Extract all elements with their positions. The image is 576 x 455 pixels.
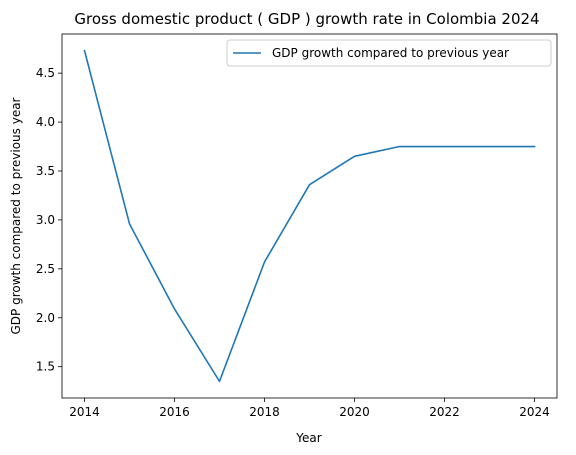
x-axis-ticks: 2014 2016 2018 2020 2022 2024 bbox=[69, 398, 550, 419]
x-tick-label: 2022 bbox=[429, 405, 460, 419]
y-tick-label: 1.5 bbox=[36, 360, 55, 374]
legend-label: GDP growth compared to previous year bbox=[272, 46, 509, 60]
series-line bbox=[83, 49, 536, 383]
chart-title: Gross domestic product ( GDP ) growth ra… bbox=[74, 10, 539, 28]
y-axis-ticks: 1.5 2.0 2.5 3.0 3.5 4.0 4.5 bbox=[36, 66, 62, 374]
y-tick-label: 4.0 bbox=[36, 115, 55, 129]
x-tick-label: 2016 bbox=[159, 405, 190, 419]
x-tick-label: 2018 bbox=[249, 405, 280, 419]
y-tick-label: 2.5 bbox=[36, 262, 55, 276]
plot-frame bbox=[61, 33, 558, 399]
x-tick-label: 2024 bbox=[519, 405, 550, 419]
y-tick-label: 4.5 bbox=[36, 66, 55, 80]
y-tick-label: 2.0 bbox=[36, 311, 55, 325]
y-axis-label: GDP growth compared to previous year bbox=[9, 97, 23, 334]
legend-frame bbox=[226, 39, 552, 67]
y-tick-label: 3.5 bbox=[36, 164, 55, 178]
x-axis-label: Year bbox=[295, 431, 321, 445]
plot-area: 2014 2016 2018 2020 2022 2024 1.5 2.0 2.5 3.0 3.5… bbox=[36, 33, 558, 419]
x-tick-label: 2014 bbox=[69, 405, 100, 419]
x-tick-label: 2020 bbox=[339, 405, 370, 419]
y-tick-label: 3.0 bbox=[36, 213, 55, 227]
series-group bbox=[83, 49, 536, 383]
legend: GDP growth compared to previous year bbox=[226, 39, 552, 67]
